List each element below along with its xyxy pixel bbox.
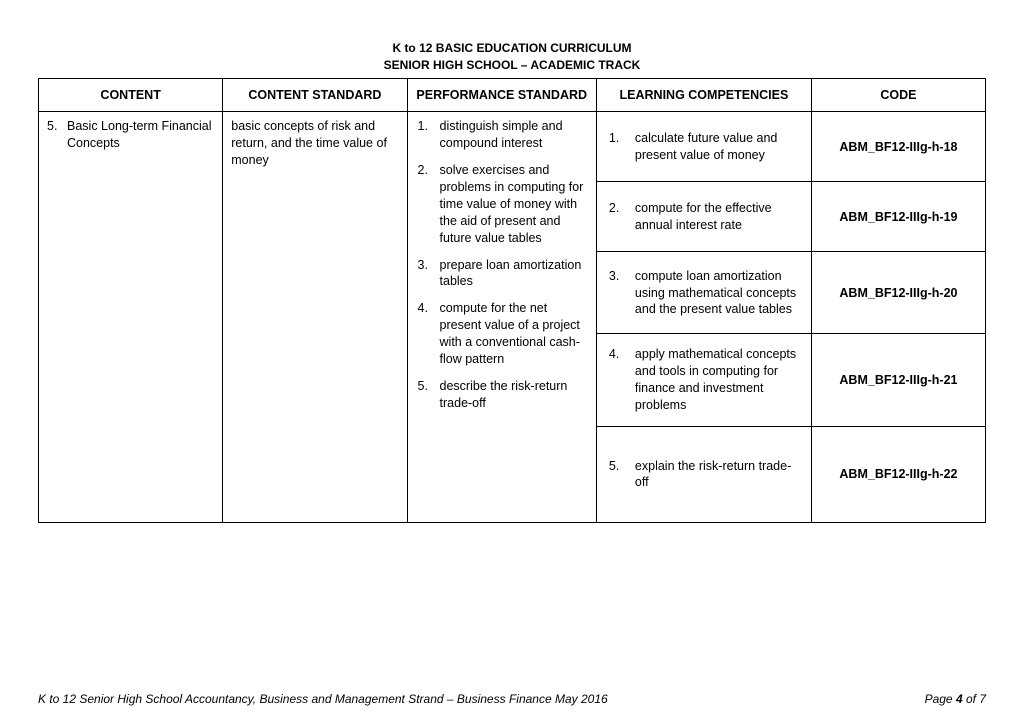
code-cell: ABM_BF12-IIIg-h-22: [811, 426, 985, 522]
code-cell: ABM_BF12-IIIg-h-18: [811, 112, 985, 182]
footer: K to 12 Senior High School Accountancy, …: [38, 692, 986, 706]
table-row: 5.Basic Long-term Financial Conceptsbasi…: [39, 112, 986, 182]
doc-header: K to 12 BASIC EDUCATION CURRICULUM SENIO…: [38, 40, 986, 74]
learning-competency-cell: 4.apply mathematical concepts and tools …: [596, 334, 811, 427]
footer-left: K to 12 Senior High School Accountancy, …: [38, 692, 608, 706]
footer-page: Page 4 of 7: [925, 692, 986, 706]
perf-item: 3.prepare loan amortization tables: [418, 257, 586, 291]
content-standard-cell: basic concepts of risk and return, and t…: [223, 112, 407, 523]
content-num: 5.: [47, 118, 67, 152]
col-performance-standard: PERFORMANCE STANDARD: [407, 78, 596, 112]
perf-item: 1.distinguish simple and compound intere…: [418, 118, 586, 152]
perf-item: 4.compute for the net present value of a…: [418, 300, 586, 368]
perf-item: 2.solve exercises and problems in comput…: [418, 162, 586, 246]
content-text: Basic Long-term Financial Concepts: [67, 118, 214, 152]
col-learning-competencies: LEARNING COMPETENCIES: [596, 78, 811, 112]
learning-competency-cell: 1.calculate future value and present val…: [596, 112, 811, 182]
header-line1: K to 12 BASIC EDUCATION CURRICULUM: [38, 40, 986, 57]
col-content: CONTENT: [39, 78, 223, 112]
code-cell: ABM_BF12-IIIg-h-21: [811, 334, 985, 427]
learning-competency-cell: 3.compute loan amortization using mathem…: [596, 252, 811, 334]
learning-competency-cell: 2.compute for the effective annual inter…: [596, 182, 811, 252]
col-code: CODE: [811, 78, 985, 112]
learning-competency-cell: 5.explain the risk-return trade-off: [596, 426, 811, 522]
header-line2: SENIOR HIGH SCHOOL – ACADEMIC TRACK: [38, 57, 986, 74]
perf-item: 5.describe the risk-return trade-off: [418, 378, 586, 412]
curriculum-table: CONTENT CONTENT STANDARD PERFORMANCE STA…: [38, 78, 986, 523]
content-cell: 5.Basic Long-term Financial Concepts: [39, 112, 223, 523]
col-content-standard: CONTENT STANDARD: [223, 78, 407, 112]
code-cell: ABM_BF12-IIIg-h-19: [811, 182, 985, 252]
performance-standard-cell: 1.distinguish simple and compound intere…: [407, 112, 596, 523]
table-header-row: CONTENT CONTENT STANDARD PERFORMANCE STA…: [39, 78, 986, 112]
code-cell: ABM_BF12-IIIg-h-20: [811, 252, 985, 334]
